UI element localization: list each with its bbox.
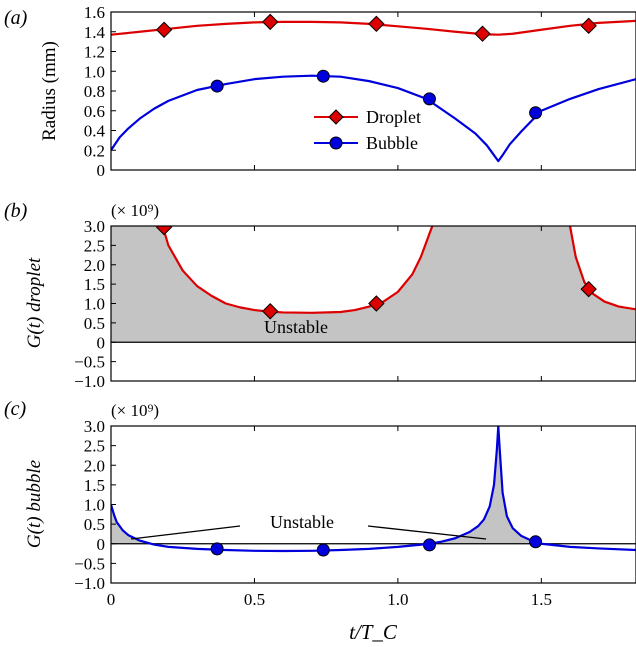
x-tick-label: 0.5 bbox=[244, 590, 265, 609]
panel-c: −1.0−0.500.51.01.52.02.53.00 0.5 1.0 1.5 bbox=[74, 417, 636, 609]
annotation-unstable-b: Unstable bbox=[264, 317, 328, 337]
annotation-pointer-right bbox=[367, 525, 487, 540]
legend-label-droplet: Droplet bbox=[366, 107, 421, 127]
panel-b: −1.0−0.500.51.01.52.02.53.0 bbox=[74, 217, 636, 391]
series-line-droplet bbox=[111, 19, 636, 36]
y-tick-label: 0.5 bbox=[84, 314, 105, 333]
series-line-droplet-branch bbox=[568, 226, 636, 311]
y-tick-label: 1.0 bbox=[84, 496, 105, 515]
y-tick-label: 1.5 bbox=[84, 275, 105, 294]
series-line-droplet bbox=[161, 226, 434, 314]
legend-label-bubble: Bubble bbox=[366, 133, 418, 153]
series-line-bubble bbox=[111, 74, 636, 163]
y-tick-label: −0.5 bbox=[74, 554, 105, 573]
y-tick-label: −1.0 bbox=[74, 574, 105, 593]
series-line-bubble bbox=[111, 426, 636, 553]
legend-marker-droplet bbox=[328, 109, 344, 125]
x-tick-label: 1.0 bbox=[387, 590, 408, 609]
data-point-bubble bbox=[316, 543, 330, 557]
y-tick-label: 0.6 bbox=[84, 102, 105, 121]
legend-marker-bubble bbox=[329, 136, 343, 150]
data-point-droplet bbox=[155, 21, 173, 38]
data-point-droplet bbox=[262, 303, 279, 320]
data-point-droplet bbox=[368, 295, 385, 312]
y-tick-label: 1.0 bbox=[84, 62, 105, 81]
y-tick-label: 1.0 bbox=[84, 295, 105, 314]
annotation-unstable-c: Unstable bbox=[270, 512, 334, 532]
x-tick-label: 0 bbox=[107, 590, 116, 609]
plot-area bbox=[111, 426, 636, 557]
y-tick-label: 0 bbox=[97, 535, 106, 554]
y-tick-label: 0.8 bbox=[84, 82, 105, 101]
y-tick-label: 1.5 bbox=[84, 476, 105, 495]
ylabel-a: Radius (mm) bbox=[39, 41, 60, 141]
y-tick-label: 2.5 bbox=[84, 437, 105, 456]
y-tick-label: 1.2 bbox=[84, 43, 105, 62]
y-tick-label: 1.6 bbox=[84, 3, 105, 22]
y-tick-label: 2.0 bbox=[84, 456, 105, 475]
data-point-droplet bbox=[368, 15, 385, 33]
y-tick-label: 3.0 bbox=[84, 217, 105, 236]
panel-label-c: (c) bbox=[4, 398, 27, 420]
y-tick-label: 1.4 bbox=[84, 23, 106, 42]
panel-label-a: (a) bbox=[4, 7, 28, 29]
unstable-region-fill bbox=[111, 426, 636, 544]
scale-note-c: (× 10⁹) bbox=[111, 401, 159, 420]
panel-label-b: (b) bbox=[4, 200, 28, 222]
x-tick-label: 1.5 bbox=[531, 590, 552, 609]
data-point-bubble bbox=[316, 69, 330, 83]
axes-frame bbox=[110, 425, 636, 584]
y-tick-label: 2.0 bbox=[84, 256, 105, 275]
y-tick-label: 0 bbox=[97, 161, 106, 180]
y-tick-label: 0.4 bbox=[84, 122, 106, 141]
xlabel: t/T_C bbox=[349, 620, 398, 644]
data-point-bubble bbox=[210, 542, 224, 556]
y-tick-label: 3.0 bbox=[84, 417, 105, 436]
data-point-bubble bbox=[210, 79, 224, 93]
y-tick-label: 0 bbox=[97, 333, 106, 352]
y-tick-label: −0.5 bbox=[74, 353, 105, 372]
data-point-droplet bbox=[155, 226, 173, 236]
panel-a: 00.20.40.60.81.01.21.41.6 bbox=[84, 3, 636, 180]
data-point-bubble bbox=[529, 535, 543, 549]
data-point-droplet bbox=[262, 13, 279, 31]
data-point-droplet bbox=[580, 17, 597, 35]
data-point-bubble bbox=[422, 538, 436, 552]
y-tick-label: −1.0 bbox=[74, 372, 105, 391]
y-tick-label: 0.2 bbox=[84, 141, 105, 160]
plot-area bbox=[111, 13, 636, 163]
data-point-droplet bbox=[580, 280, 597, 298]
data-point-bubble bbox=[422, 92, 436, 106]
plot-area bbox=[111, 226, 636, 343]
ylabel-b: G(t) droplet bbox=[24, 257, 45, 348]
legend: Droplet Bubble bbox=[314, 107, 421, 153]
y-tick-label: 2.5 bbox=[84, 236, 105, 255]
data-point-bubble bbox=[529, 106, 543, 120]
annotation-pointer-left bbox=[130, 525, 241, 540]
unstable-region-fill bbox=[111, 226, 636, 343]
y-tick-label: 0.5 bbox=[84, 515, 105, 534]
scale-note-b: (× 10⁹) bbox=[111, 201, 159, 220]
ylabel-c: G(t) bubble bbox=[24, 460, 45, 548]
data-point-droplet bbox=[474, 25, 491, 42]
